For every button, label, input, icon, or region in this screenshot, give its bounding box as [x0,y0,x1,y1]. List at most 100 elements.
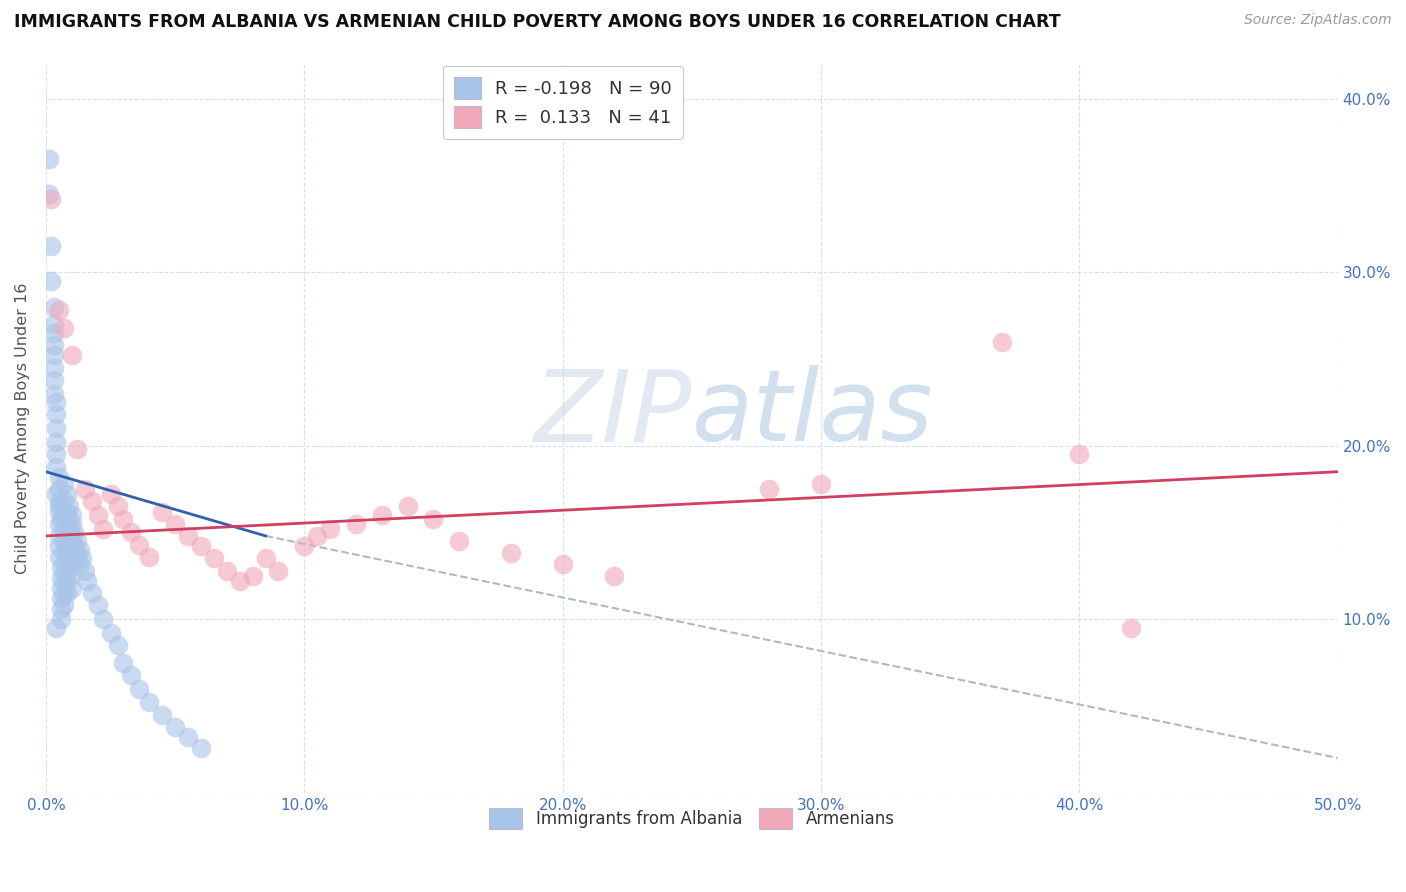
Point [42,349,65,363]
Point [60,516,83,531]
Point [42,373,65,387]
Point [267,564,290,578]
Point [39,274,62,288]
Point [48,539,70,553]
Point [45,621,67,635]
Point [319,522,342,536]
Point [63,539,86,553]
Point [55,586,77,600]
Point [1119,621,1142,635]
Point [53,508,76,522]
Point [202,551,225,566]
Point [51,591,73,606]
Point [66,442,89,457]
Point [100,487,122,501]
Point [758,482,780,496]
Point [51,560,73,574]
Point [242,569,264,583]
Point [45,447,67,461]
Point [48,303,70,318]
Point [396,500,419,514]
Point [55,551,77,566]
Point [55,574,77,588]
Point [91,612,114,626]
Point [58,549,80,564]
Point [38,187,60,202]
Point [38,153,60,167]
Point [603,569,626,583]
Point [63,525,86,540]
Point [69,557,91,571]
Point [100,626,122,640]
Point [120,525,142,540]
Point [499,546,522,560]
Point [165,720,187,734]
Point [53,588,76,602]
Point [66,548,89,562]
Point [69,542,91,557]
Point [228,574,250,588]
Point [42,386,65,401]
Point [1069,447,1091,461]
Point [48,500,70,514]
Point [138,549,160,564]
Point [138,695,160,709]
Point [55,539,77,553]
Point [76,574,98,588]
Point [53,320,76,334]
Legend: Immigrants from Albania, Armenians: Immigrants from Albania, Armenians [482,802,901,835]
Point [150,707,173,722]
Point [45,421,67,435]
Point [165,516,187,531]
Point [86,599,108,613]
Point [45,459,67,474]
Point [39,239,62,253]
Point [48,505,70,519]
Point [48,482,70,496]
Point [53,522,76,536]
Point [215,564,238,578]
Point [344,516,367,531]
Point [60,349,83,363]
Point [82,494,104,508]
Point [107,638,129,652]
Point [42,338,65,352]
Point [120,667,142,681]
Point [107,500,129,514]
Point [39,193,62,207]
Point [45,395,67,409]
Point [55,564,77,578]
Point [42,300,65,314]
Text: IMMIGRANTS FROM ALBANIA VS ARMENIAN CHILD POVERTY AMONG BOYS UNDER 16 CORRELATIO: IMMIGRANTS FROM ALBANIA VS ARMENIAN CHIL… [14,13,1060,31]
Point [51,511,73,525]
Point [53,546,76,560]
Point [48,549,70,564]
Point [53,567,76,582]
Point [55,505,77,519]
Point [53,534,76,549]
Point [307,529,329,543]
Point [42,360,65,375]
Point [449,534,471,549]
Point [60,508,83,522]
Point [45,435,67,450]
Point [86,508,108,522]
Point [190,539,212,553]
Point [48,470,70,484]
Point [73,564,96,578]
Text: ZIP: ZIP [533,366,692,462]
Point [48,494,70,508]
Point [254,551,277,566]
Point [177,730,200,744]
Point [58,538,80,552]
Point [55,487,77,501]
Y-axis label: Child Poverty Among Boys Under 16: Child Poverty Among Boys Under 16 [15,283,30,574]
Point [991,334,1014,349]
Point [177,529,200,543]
Point [82,586,104,600]
Point [53,557,76,571]
Point [810,476,832,491]
Point [73,482,96,496]
Point [112,656,135,670]
Point [112,511,135,525]
